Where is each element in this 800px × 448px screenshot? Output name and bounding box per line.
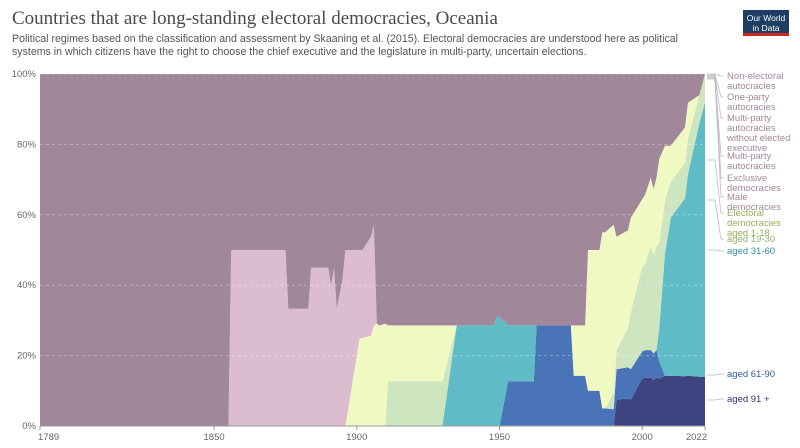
legend-label-multi[interactable]: Multi-party [727, 151, 772, 162]
legend-connector [707, 77, 724, 179]
legend-label-multi_no_exec[interactable]: Multi-party [727, 113, 772, 124]
legend-label-non_electoral[interactable]: autocracies [727, 81, 776, 92]
area-series-0[interactable] [40, 74, 705, 426]
area-series-6[interactable] [40, 74, 705, 426]
legend-label-aged_19_30[interactable]: aged 19-30 [727, 234, 775, 245]
y-tick-label: 60% [17, 210, 37, 221]
x-tick-label: 1950 [489, 432, 510, 443]
area-series-10[interactable] [40, 375, 705, 426]
y-tick-label: 100% [12, 69, 37, 80]
legend-label-male[interactable]: democracies [727, 202, 781, 213]
chart-subtitle: Political regimes based on the classific… [12, 33, 678, 58]
legend-label-exclusive[interactable]: Exclusive [727, 173, 767, 184]
legend-connector [707, 76, 724, 157]
legend-label-multi_no_exec[interactable]: autocracies [727, 123, 776, 134]
owid-logo-bar [743, 33, 789, 36]
chart-title: Countries that are long-standing elector… [12, 8, 498, 29]
legend-connector [707, 74, 724, 98]
legend-label-non_electoral[interactable]: Non-electoral [727, 71, 784, 82]
legend-connector [707, 159, 724, 214]
area-series-5[interactable] [40, 74, 705, 426]
x-tick-label: 2000 [632, 432, 653, 443]
legend-label-one_party[interactable]: One-party [727, 92, 769, 103]
x-tick-label: 1900 [346, 432, 367, 443]
legend-label-exclusive[interactable]: democracies [727, 183, 781, 194]
y-tick-label: 40% [17, 280, 37, 291]
legend-connector [707, 373, 724, 376]
legend-connector [707, 398, 724, 401]
legend-label-one_party[interactable]: autocracies [727, 102, 776, 113]
legend-connector [707, 78, 724, 198]
legend-connector [707, 199, 724, 240]
y-tick-label: 0% [22, 421, 36, 432]
legend-label-multi_no_exec[interactable]: executive [727, 143, 767, 154]
legend-label-electoral[interactable]: aged 1-18 [727, 228, 770, 239]
x-tick-label: 1850 [204, 432, 225, 443]
area-series-9[interactable] [40, 325, 705, 426]
legend-connector [707, 73, 724, 77]
x-tick-label: 2022 [686, 432, 707, 443]
owid-logo[interactable]: Our World in Data [743, 10, 789, 36]
legend-label-aged_61_90[interactable]: aged 61-90 [727, 369, 775, 380]
y-tick-label: 80% [17, 139, 37, 150]
legend-label-multi[interactable]: autocracies [727, 161, 776, 172]
legend-label-aged_31_60[interactable]: aged 31-60 [727, 246, 775, 257]
legend-label-multi_no_exec[interactable]: without elected [726, 133, 790, 144]
x-tick-label: 1789 [38, 432, 59, 443]
y-tick-label: 20% [17, 351, 37, 362]
legend-label-electoral[interactable]: democracies [727, 218, 781, 229]
legend-connector [707, 249, 724, 252]
legend-label-electoral[interactable]: Electoral [727, 208, 764, 219]
legend-connector [707, 75, 724, 119]
legend-label-male[interactable]: Male [727, 192, 748, 203]
legend-label-aged_91_plus[interactable]: aged 91 + [727, 394, 770, 405]
